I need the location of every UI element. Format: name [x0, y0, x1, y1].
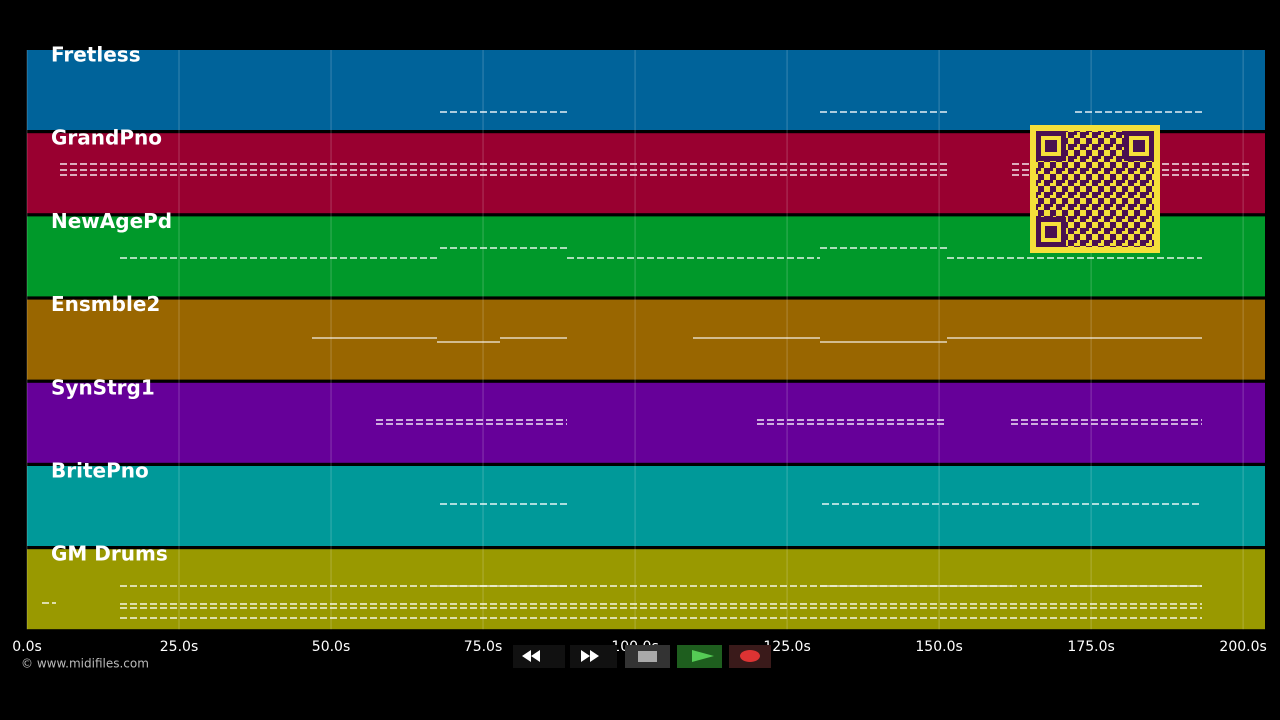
- time-axis: 0.0s25.0s50.0s75.0s100.0s125.0s150.0s175…: [12, 639, 1267, 655]
- transport-controls: [513, 645, 771, 668]
- track-label: GrandPno: [51, 126, 162, 150]
- note-run: [120, 247, 1202, 259]
- record-icon: [740, 650, 760, 662]
- track-label: Fretless: [51, 43, 141, 67]
- note-run: [376, 419, 1202, 425]
- note-run: [120, 585, 1202, 619]
- tick-label: 25.0s: [160, 639, 198, 655]
- notes: [42, 111, 1250, 619]
- tick-label: 200.0s: [1219, 639, 1266, 655]
- track-label: Ensmble2: [51, 292, 160, 316]
- copyright: © www.midifiles.com: [21, 657, 149, 671]
- track-label: SynStrg1: [51, 375, 155, 399]
- fast-forward-icon: [581, 650, 599, 662]
- track-lane: [27, 299, 1265, 380]
- tick-label: 75.0s: [464, 639, 502, 655]
- tick-label: 125.0s: [763, 639, 810, 655]
- qr-code: [1030, 125, 1160, 253]
- note-run: [60, 163, 1250, 176]
- tick-label: 50.0s: [312, 639, 350, 655]
- rewind-icon: [522, 650, 540, 662]
- track-lane: [27, 382, 1265, 463]
- track-lane: [27, 50, 1265, 130]
- note-run: [312, 337, 1202, 343]
- track-lane: [27, 549, 1265, 630]
- tick-label: 150.0s: [915, 639, 962, 655]
- tick-label: 0.0s: [12, 639, 42, 655]
- track-label: GM Drums: [51, 542, 168, 566]
- track-label: NewAgePd: [51, 209, 172, 233]
- play-icon: [692, 650, 714, 662]
- tick-label: 175.0s: [1067, 639, 1114, 655]
- stop-icon: [638, 651, 657, 662]
- track-lane: [27, 466, 1265, 546]
- track-label: BritePno: [51, 459, 149, 483]
